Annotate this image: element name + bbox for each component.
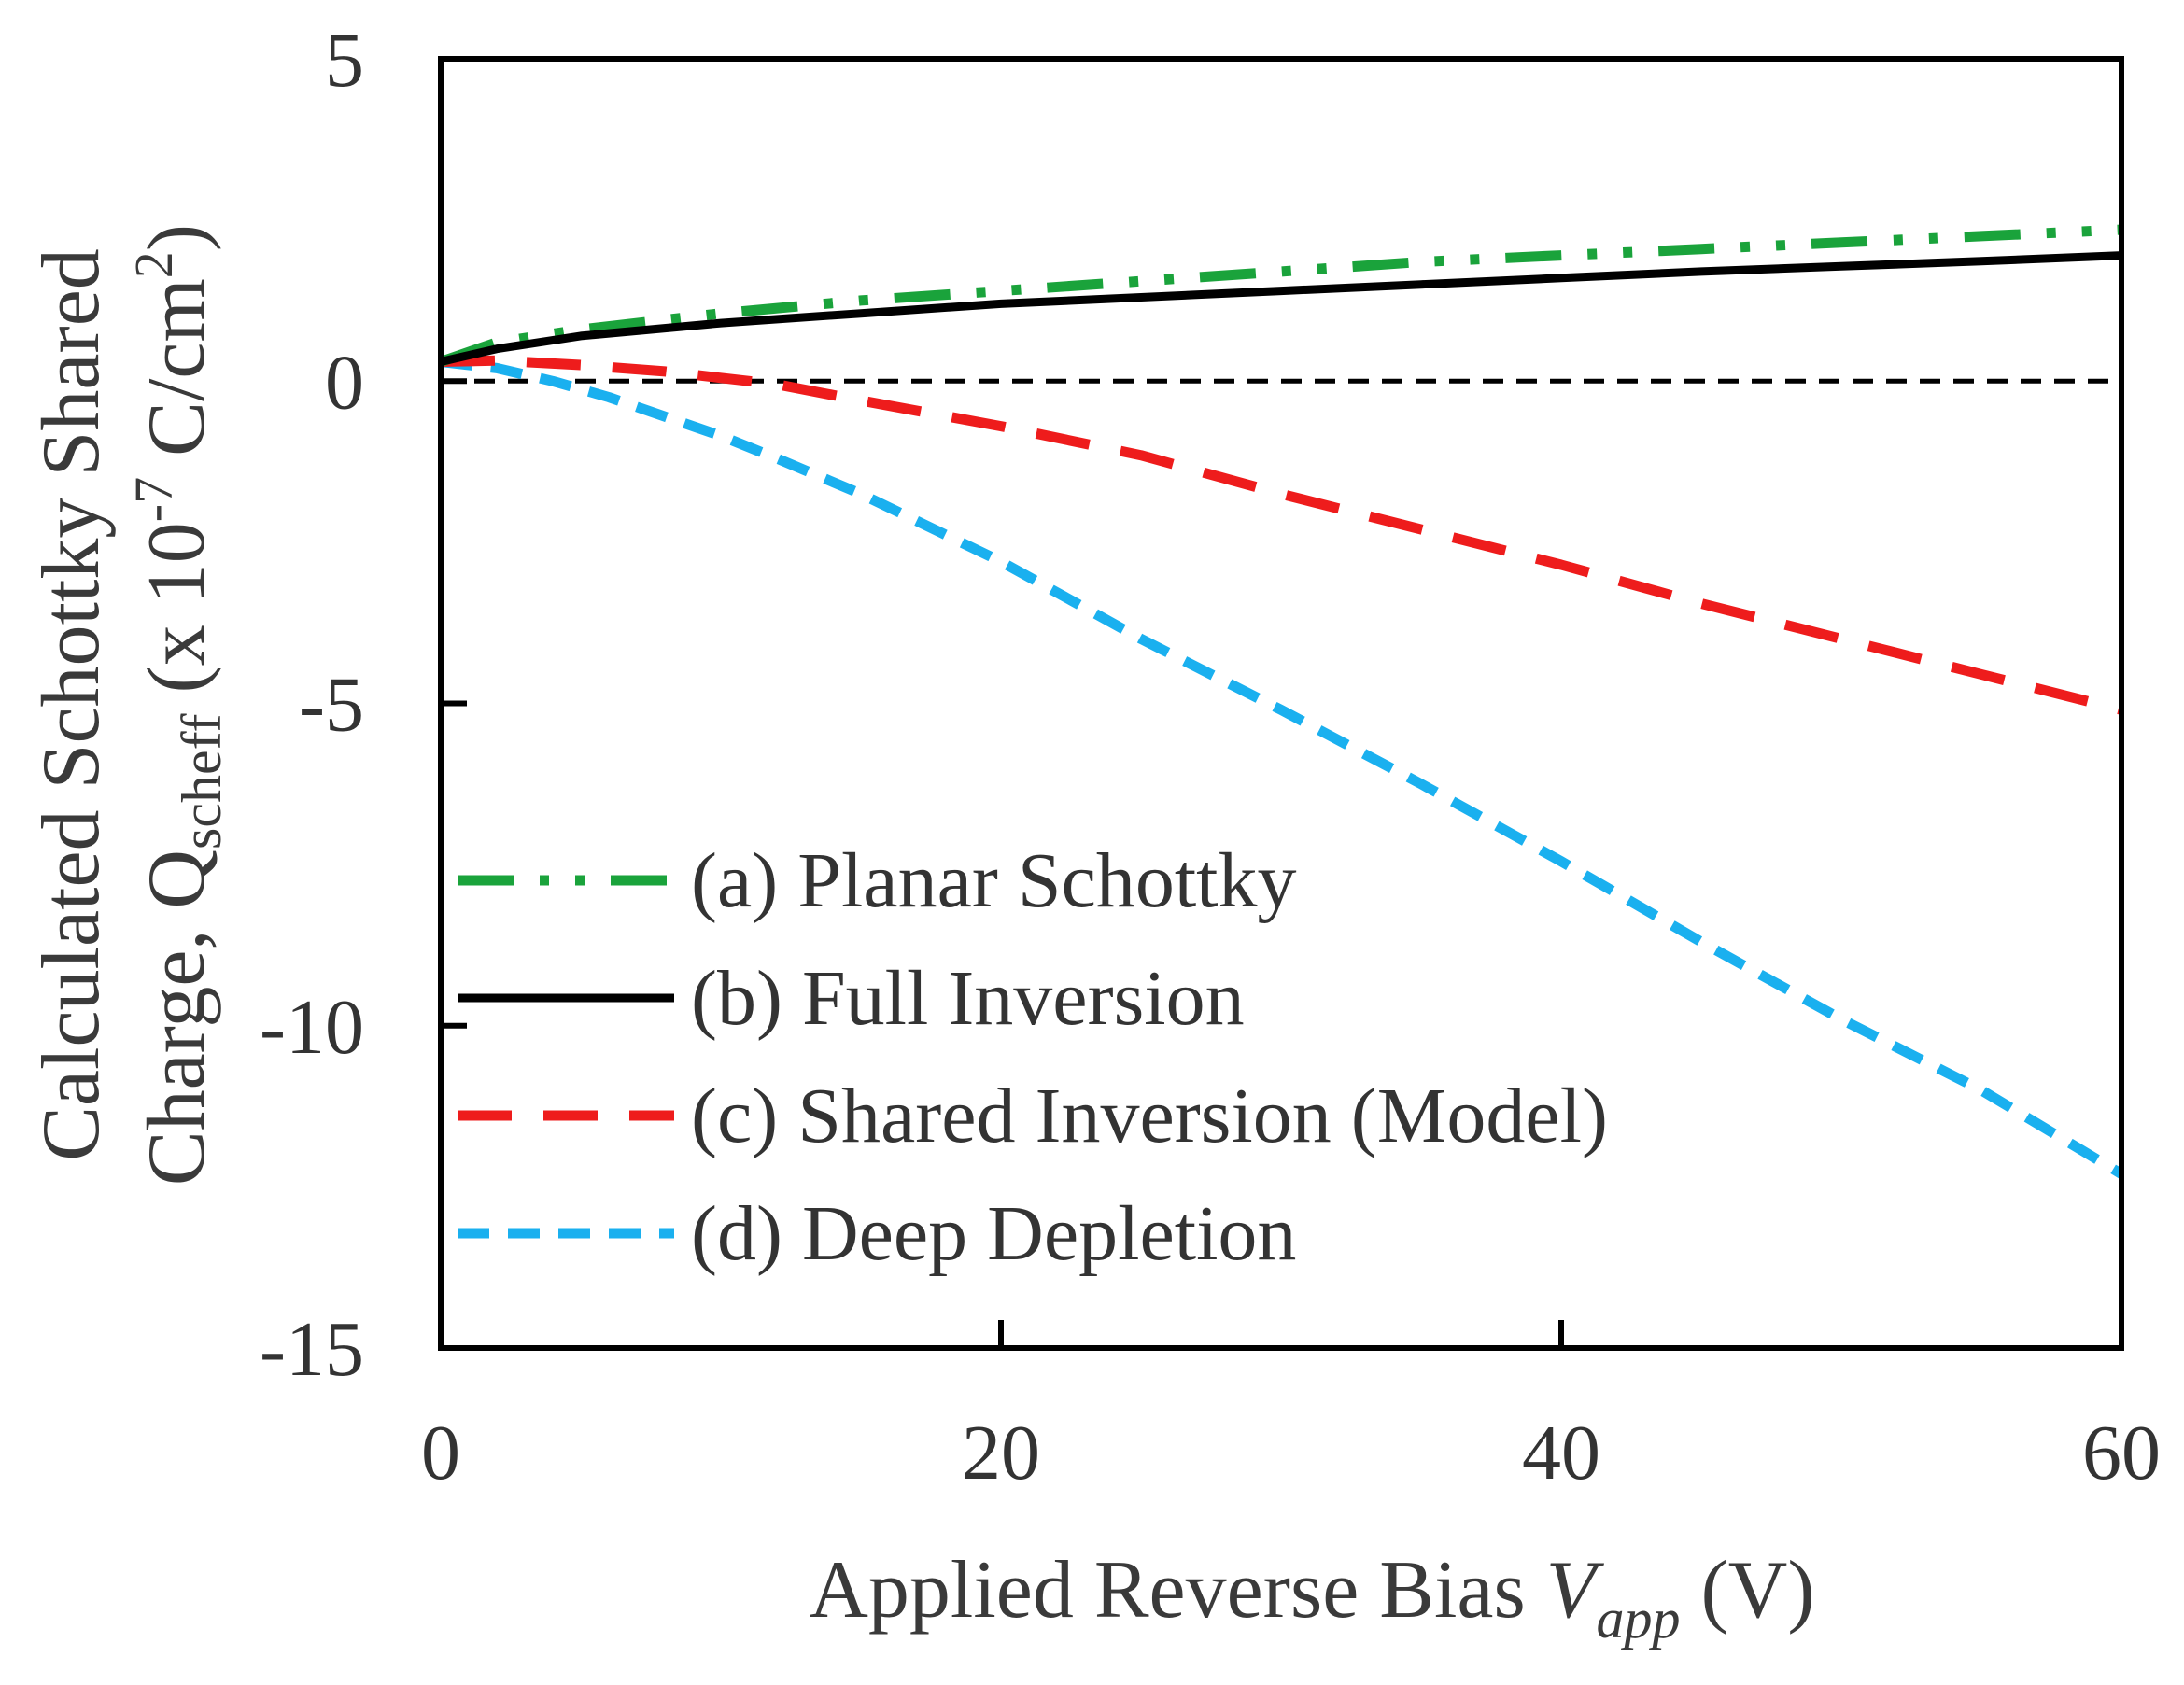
plot-area (439, 224, 2124, 1179)
y-axis-title-line-2: Charge, Qscheff (x 10-7 C/cm2) (123, 224, 232, 1186)
x-tick-label: 20 (962, 1410, 1040, 1496)
series-line-0 (439, 224, 2122, 367)
series-line-2 (440, 355, 2123, 715)
legend-label-2: (c) Shared Inversion (Model) (691, 1073, 1608, 1159)
y-tick-label: 5 (325, 17, 364, 104)
x-tick-label: 0 (421, 1410, 460, 1496)
x-tick-label: 40 (1522, 1410, 1600, 1496)
y-tick-label: 0 (325, 339, 364, 426)
y-tick-label: -5 (299, 662, 364, 749)
y-tick-label: -15 (260, 1306, 364, 1393)
axis-titles: Applied Reverse Bias Vapp (V) Calculated… (26, 224, 1815, 1650)
series-line-1 (439, 251, 2122, 366)
axes: 0 20 40 60 5 0 -5 -10 -15 (260, 17, 2161, 1496)
legend-label-1: (b) Full Inversion (691, 955, 1245, 1042)
legend-label-0: (a) Planar Schottky (691, 837, 1297, 924)
legend-label-3: (d) Deep Depletion (691, 1190, 1296, 1277)
legend: (a) Planar Schottky (b) Full Inversion (c)… (458, 837, 1608, 1277)
series-line-3 (440, 357, 2124, 1179)
y-tick-label: -10 (260, 984, 364, 1071)
y-axis-title-line-1: Calculated Schottky Shared (26, 248, 117, 1161)
x-tick-label: 60 (2082, 1410, 2161, 1496)
x-axis-title: Applied Reverse Bias Vapp (V) (809, 1545, 1814, 1650)
